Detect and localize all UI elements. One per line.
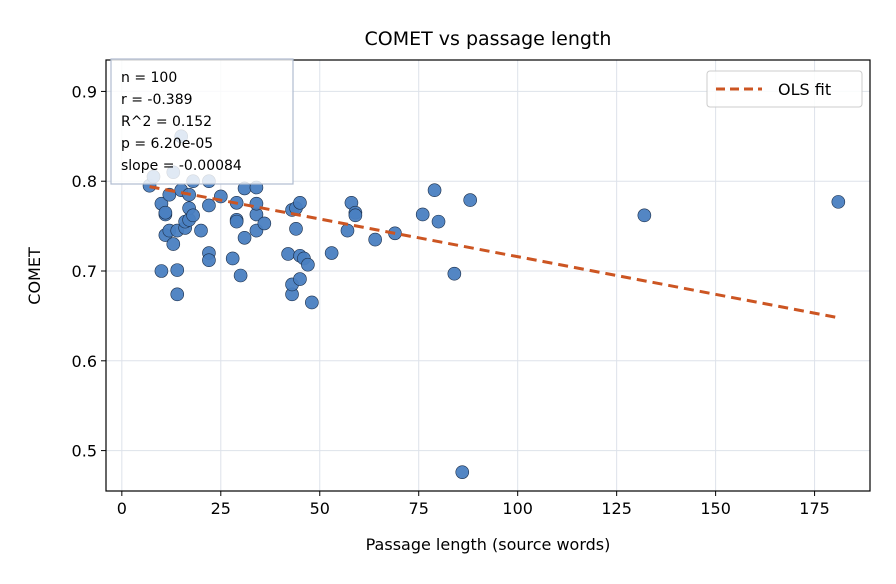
- stat-n: n = 100: [121, 70, 177, 86]
- data-point: [463, 193, 477, 207]
- data-point: [293, 272, 307, 286]
- data-point: [233, 268, 248, 283]
- data-point: [257, 216, 272, 231]
- y-axis-ticks: 0.5 0.6 0.7 0.8 0.9: [72, 82, 106, 461]
- y-tick-label: 0.6: [72, 352, 97, 371]
- data-point: [324, 246, 339, 260]
- legend: OLS fit: [706, 70, 863, 108]
- stats-box: n = 100 r = -0.389 R^2 = 0.152 p = 6.20e…: [110, 58, 294, 185]
- data-point: [229, 214, 244, 229]
- x-tick-label: 0: [117, 499, 127, 518]
- data-point: [447, 266, 462, 281]
- data-point: [340, 223, 355, 238]
- data-point: [170, 287, 185, 302]
- y-tick-label: 0.7: [72, 262, 97, 281]
- x-axis-label: Passage length (source words): [366, 535, 611, 554]
- fit-line-layer: [149, 185, 839, 320]
- data-point: [431, 214, 446, 229]
- data-point: [202, 253, 216, 268]
- x-axis-ticks: 0 25 50 75 100 125 150 175: [117, 491, 830, 518]
- data-point: [186, 208, 200, 223]
- data-point: [281, 247, 295, 261]
- y-tick-label: 0.5: [72, 442, 97, 461]
- data-point: [831, 195, 846, 209]
- x-tick-label: 100: [502, 499, 533, 518]
- data-point: [293, 195, 307, 210]
- y-axis-label: COMET: [25, 247, 44, 305]
- x-tick-label: 50: [310, 499, 330, 518]
- stat-r-squared: R^2 = 0.152: [121, 114, 212, 130]
- data-point: [166, 237, 181, 251]
- x-tick-label: 75: [409, 499, 429, 518]
- data-point: [154, 264, 169, 278]
- legend-frame: [706, 70, 863, 108]
- data-point: [305, 295, 319, 310]
- data-point: [348, 208, 363, 223]
- stat-p-value: p = 6.20e-05: [121, 136, 213, 152]
- data-point: [194, 223, 208, 238]
- legend-label-ols-fit: OLS fit: [778, 80, 831, 99]
- x-tick-label: 150: [700, 499, 731, 518]
- data-point: [225, 251, 240, 266]
- data-point: [158, 205, 173, 220]
- data-point: [415, 207, 430, 222]
- stat-r: r = -0.389: [121, 92, 193, 108]
- data-point: [237, 230, 252, 245]
- y-tick-label: 0.9: [72, 82, 97, 101]
- grid-lines: [106, 60, 870, 491]
- x-tick-label: 25: [211, 499, 231, 518]
- stats-box-frame: [110, 58, 294, 185]
- data-point: [170, 263, 185, 277]
- x-tick-label: 175: [799, 499, 830, 518]
- data-point: [289, 222, 303, 236]
- y-tick-label: 0.8: [72, 172, 97, 191]
- ols-fit-line: [149, 185, 839, 320]
- data-point: [301, 257, 315, 272]
- chart-title: COMET vs passage length: [365, 28, 612, 50]
- data-point: [637, 208, 652, 223]
- plot-frame: [105, 59, 871, 492]
- data-point: [455, 465, 470, 479]
- data-point: [427, 183, 442, 197]
- data-points: [142, 129, 846, 479]
- data-point: [202, 198, 216, 213]
- x-tick-label: 125: [601, 499, 632, 518]
- data-point: [368, 232, 382, 247]
- stat-slope: slope = -0.00084: [121, 158, 242, 174]
